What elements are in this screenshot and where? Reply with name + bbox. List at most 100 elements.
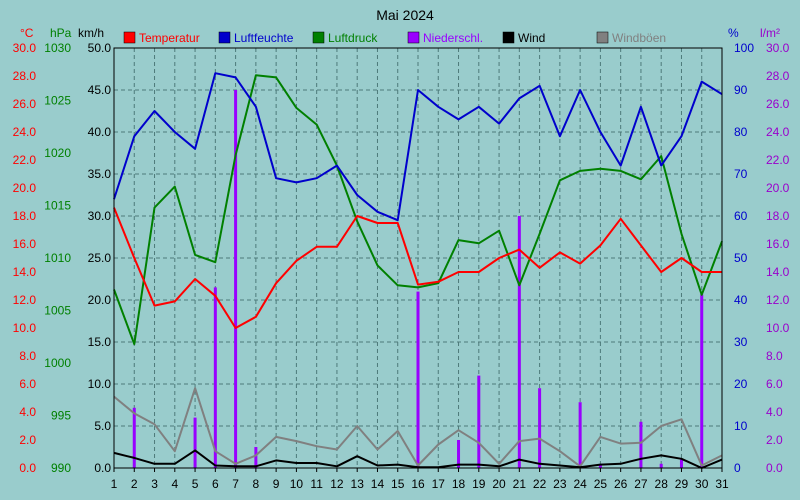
pressure-tick-label: 1000: [44, 356, 71, 370]
x-tick-label: 3: [151, 477, 158, 491]
precipitation-tick-label: 22.0: [766, 153, 790, 167]
pressure-tick-label: 1010: [44, 251, 71, 265]
precipitation-bar: [234, 90, 238, 468]
wind-tick-label: 45.0: [88, 83, 112, 97]
series-line-temperatur: [113, 207, 722, 329]
precipitation-tick-label: 18.0: [766, 209, 790, 223]
chart-title: Mai 2024: [376, 7, 434, 23]
legend-swatch: [596, 31, 609, 44]
pressure-tick-label: 1005: [44, 304, 71, 318]
humidity-tick-label: 20: [734, 377, 748, 391]
wind-tick-label: 10.0: [88, 377, 112, 391]
x-tick-label: 24: [573, 477, 587, 491]
temperature-tick-label: 12.0: [13, 293, 37, 307]
precipitation-bar: [457, 440, 461, 468]
precipitation-bar: [659, 463, 663, 468]
temperature-tick-label: 14.0: [13, 265, 37, 279]
x-tick-label: 26: [614, 477, 628, 491]
x-tick-label: 9: [273, 477, 280, 491]
precipitation-tick-label: 28.0: [766, 69, 790, 83]
temperature-tick-label: 20.0: [13, 181, 37, 195]
precipitation-bar: [517, 216, 521, 468]
temperature-tick-label: 18.0: [13, 209, 37, 223]
legend-label: Luftfeuchte: [234, 31, 294, 45]
x-tick-label: 16: [411, 477, 425, 491]
temperature-tick-label: 0.0: [19, 461, 36, 475]
x-tick-label: 7: [232, 477, 239, 491]
temperature-tick-label: 26.0: [13, 97, 37, 111]
x-tick-label: 17: [432, 477, 446, 491]
legend-swatch: [218, 31, 231, 44]
wind-tick-label: 5.0: [94, 419, 111, 433]
precipitation-bar: [538, 388, 542, 468]
wind-tick-label: 0.0: [94, 461, 111, 475]
temperature-tick-label: 24.0: [13, 125, 37, 139]
x-tick-label: 11: [310, 477, 323, 491]
x-tick-label: 6: [212, 477, 219, 491]
precipitation-bar: [598, 463, 602, 468]
temperature-tick-label: 4.0: [19, 405, 36, 419]
legend-label: Niederschl.: [423, 31, 483, 45]
x-tick-label: 5: [192, 477, 199, 491]
pressure-tick-label: 1025: [44, 94, 71, 108]
humidity-tick-label: 0: [734, 461, 741, 475]
legend-label: Temperatur: [139, 31, 200, 45]
x-tick-label: 28: [655, 477, 669, 491]
precipitation-axis-unit: l/m²: [760, 26, 780, 40]
temperature-axis-unit: °C: [20, 26, 34, 40]
legend-label: Luftdruck: [328, 31, 378, 45]
x-tick-label: 23: [553, 477, 567, 491]
precipitation-tick-label: 6.0: [766, 377, 783, 391]
pressure-tick-label: 990: [51, 461, 71, 475]
precipitation-bars: [132, 90, 704, 468]
temperature-tick-label: 16.0: [13, 237, 37, 251]
precipitation-tick-label: 8.0: [766, 349, 783, 363]
x-tick-label: 22: [533, 477, 547, 491]
humidity-tick-label: 100: [734, 41, 754, 55]
wind-tick-label: 30.0: [88, 209, 112, 223]
x-tick-label: 1: [111, 477, 118, 491]
precipitation-bar: [679, 459, 683, 468]
legend-swatch: [502, 31, 515, 44]
precipitation-bar: [578, 402, 582, 468]
temperature-tick-label: 28.0: [13, 69, 37, 83]
legend-label: Windböen: [612, 31, 666, 45]
plot-frame: [113, 47, 723, 469]
precipitation-bar: [132, 407, 136, 468]
humidity-axis-unit: %: [728, 26, 739, 40]
wind-tick-label: 25.0: [88, 251, 112, 265]
x-tick-label: 21: [513, 477, 527, 491]
precipitation-tick-label: 30.0: [766, 41, 790, 55]
legend: Temperatur Luftfeuchte Luftdruck Niederschl…: [123, 31, 666, 45]
wind-tick-label: 15.0: [88, 335, 112, 349]
precipitation-bar: [213, 287, 217, 468]
x-tick-label: 2: [131, 477, 138, 491]
legend-swatch: [407, 31, 420, 44]
precipitation-tick-label: 14.0: [766, 265, 790, 279]
precipitation-tick-label: 16.0: [766, 237, 790, 251]
precipitation-tick-label: 20.0: [766, 181, 790, 195]
precipitation-bar: [416, 291, 420, 468]
legend-swatch: [123, 31, 136, 44]
x-tick-label: 31: [715, 477, 729, 491]
temperature-tick-label: 2.0: [19, 433, 36, 447]
legend-swatch: [312, 31, 325, 44]
x-tick-label: 18: [452, 477, 466, 491]
series-line-luftfeuchte: [113, 72, 723, 222]
pressure-tick-label: 1020: [44, 146, 71, 160]
x-tick-label: 19: [472, 477, 486, 491]
series-line-wind: [113, 449, 723, 469]
precipitation-tick-label: 24.0: [766, 125, 790, 139]
wind-axis-unit: km/h: [78, 26, 104, 40]
x-tick-label: 27: [634, 477, 648, 491]
precipitation-bar: [193, 417, 197, 468]
temperature-tick-label: 10.0: [13, 321, 37, 335]
humidity-tick-label: 70: [734, 167, 748, 181]
temperature-tick-label: 30.0: [13, 41, 37, 55]
humidity-tick-label: 60: [734, 209, 748, 223]
wind-tick-label: 20.0: [88, 293, 112, 307]
wind-tick-label: 40.0: [88, 125, 112, 139]
precipitation-bar: [639, 421, 643, 468]
temperature-tick-label: 6.0: [19, 377, 36, 391]
